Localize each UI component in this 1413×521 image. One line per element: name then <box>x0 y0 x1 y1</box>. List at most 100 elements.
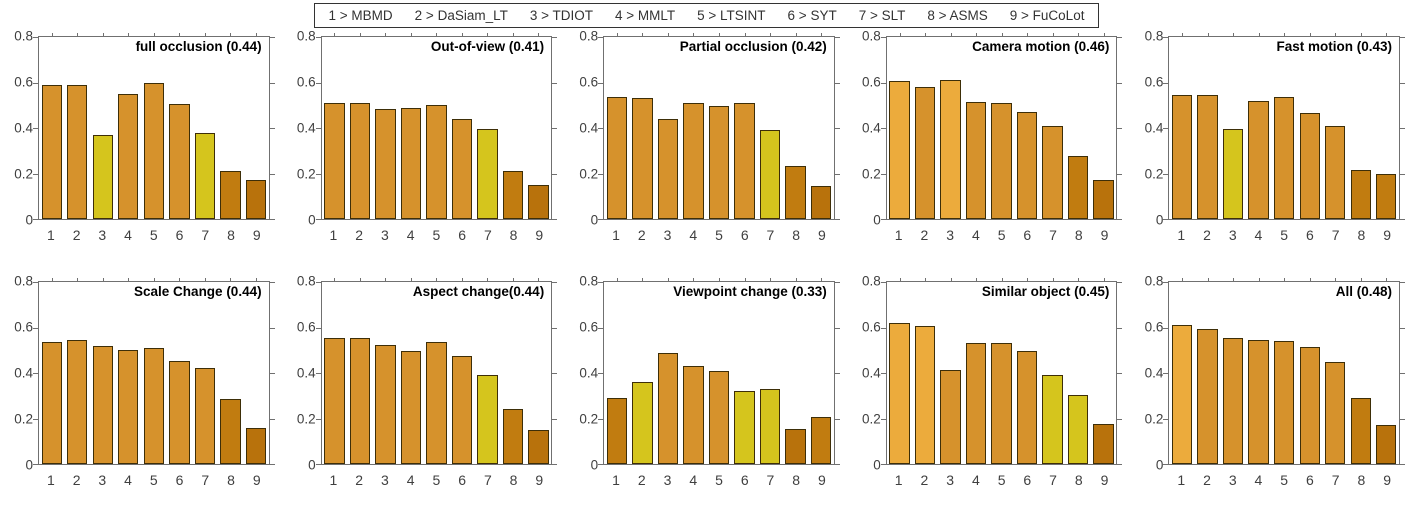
legend-item-7: 7 > SLT <box>858 8 906 23</box>
bar-6 <box>169 360 190 464</box>
x-tick-mark <box>1360 33 1362 36</box>
bar-9 <box>810 417 832 464</box>
x-tick-mark <box>461 278 463 281</box>
legend-row: 1 > MBMD 2 > DaSiam_LT 3 > TDIOT 4 > MML… <box>0 0 1413 31</box>
x-tick-label: 2 <box>637 472 646 488</box>
y-tick-mark <box>552 173 558 175</box>
y-tick-mark <box>1117 82 1123 84</box>
x-tick-label: 9 <box>1383 472 1392 488</box>
legend-item-4: 4 > MMLT <box>615 8 676 23</box>
x-tick-label: 2 <box>1203 227 1211 243</box>
x-tick-mark <box>334 33 336 36</box>
bar-6 <box>1299 346 1320 464</box>
bar-3 <box>940 369 961 464</box>
y-tick-mark <box>1163 37 1169 38</box>
subplot-title: full occlusion (0.44) <box>135 39 262 54</box>
y-tick-mark <box>598 418 604 420</box>
y-tick-mark <box>1163 327 1169 329</box>
subplot-partial-occlusion: 0 0.2 0.4 0.6 0.8 Partial occlusion (0.42) 1 2 3… <box>565 29 848 261</box>
x-tick-mark <box>1103 278 1105 281</box>
y-tick-label: 0 <box>873 212 881 228</box>
y-tick-mark <box>33 82 38 84</box>
y-tick-label: 0.2 <box>579 411 599 427</box>
y-tick-mark <box>834 128 840 129</box>
x-tick-label: 5 <box>149 472 158 488</box>
bar-8 <box>1067 394 1089 464</box>
plot-area-full-occlusion: full occlusion (0.44) <box>33 33 275 220</box>
y-tick-label: 0 <box>25 212 33 228</box>
bar-1 <box>41 342 62 464</box>
x-tick-mark <box>795 33 797 36</box>
y-tick-label: 0.4 <box>14 120 33 136</box>
x-tick-label: 7 <box>766 227 775 243</box>
x-tick-label: 9 <box>1100 227 1109 243</box>
y-tick-label: 0.4 <box>862 365 881 381</box>
subplot-title: Similar object (0.45) <box>981 284 1110 299</box>
y-tick-label: 0.8 <box>14 273 33 289</box>
y-tick-mark <box>269 82 275 84</box>
y-tick-mark <box>834 373 840 374</box>
bar-2 <box>914 87 936 219</box>
x-tick-label: 4 <box>689 227 698 243</box>
y-tick-label: 0.8 <box>862 28 881 44</box>
x-tick-label: 8 <box>1074 472 1083 488</box>
bar-5 <box>991 343 1012 464</box>
y-tick-mark <box>1400 219 1405 220</box>
y-tick-mark <box>33 37 38 38</box>
subplot-scale-change: 0 0.2 0.4 0.6 0.8 Scale Change (0.44) 1 2 3 4 5 6 7 8… <box>0 273 283 506</box>
y-tick-mark <box>1163 373 1169 374</box>
bar-7 <box>759 130 781 219</box>
x-tick-mark <box>744 278 746 281</box>
x-tick-label: 5 <box>432 227 441 243</box>
y-tick-label: 0.6 <box>14 319 33 335</box>
legend-item-3: 3 > TDIOT <box>529 8 593 23</box>
y-tick-mark <box>315 82 321 84</box>
x-tick-label: 3 <box>98 227 107 243</box>
y-tick-mark <box>269 37 275 38</box>
y-tick-mark <box>834 282 840 283</box>
x-tick-mark <box>744 33 746 36</box>
x-tick-mark <box>487 33 489 36</box>
x-tick-label: 8 <box>227 227 235 243</box>
x-tick-label: 7 <box>483 227 492 243</box>
x-tick-label: 4 <box>971 472 980 488</box>
x-tick-mark <box>1233 33 1235 36</box>
y-tick-mark <box>552 327 558 329</box>
y-tick-mark <box>269 128 275 129</box>
bar-9 <box>1376 425 1397 464</box>
x-tick-mark <box>436 33 438 36</box>
y-axis-out-of-view: 0 0.2 0.4 0.6 0.8 <box>283 29 316 226</box>
y-tick-mark <box>552 282 558 283</box>
x-tick-label: 1 <box>46 472 55 488</box>
x-axis-scale-change: 1 2 3 4 5 6 7 8 9 <box>38 472 270 492</box>
x-tick-label: 4 <box>124 472 132 488</box>
y-tick-mark <box>33 173 38 175</box>
y-axis-aspect-change: 0 0.2 0.4 0.6 0.8 <box>283 274 316 471</box>
bar-1 <box>41 84 62 219</box>
x-tick-mark <box>179 278 181 281</box>
y-tick-label: 0.4 <box>862 120 881 136</box>
bar-8 <box>220 399 241 464</box>
x-tick-label: 5 <box>997 472 1006 488</box>
subplot-title: Camera motion (0.46) <box>972 39 1110 54</box>
bar-1 <box>324 337 345 464</box>
bar-8 <box>220 171 241 219</box>
y-tick-mark <box>1163 282 1169 283</box>
x-tick-mark <box>204 278 206 281</box>
bar-5 <box>708 370 730 464</box>
bar-6 <box>1016 351 1038 464</box>
y-tick-label: 0.6 <box>862 74 881 90</box>
plot-area-scale-change: Scale Change (0.44) <box>33 278 275 465</box>
y-tick-label: 0.4 <box>579 120 599 136</box>
bar-2 <box>1197 95 1218 219</box>
bar-3 <box>92 345 113 464</box>
x-tick-label: 8 <box>509 227 518 243</box>
y-tick-mark <box>315 418 321 420</box>
y-tick-label: 0 <box>590 457 599 473</box>
bar-6 <box>1299 113 1320 219</box>
x-tick-label: 9 <box>535 472 544 488</box>
bar-8 <box>785 165 806 219</box>
y-tick-label: 0.8 <box>579 273 599 289</box>
bar-3 <box>375 108 396 219</box>
y-tick-mark <box>315 219 321 220</box>
